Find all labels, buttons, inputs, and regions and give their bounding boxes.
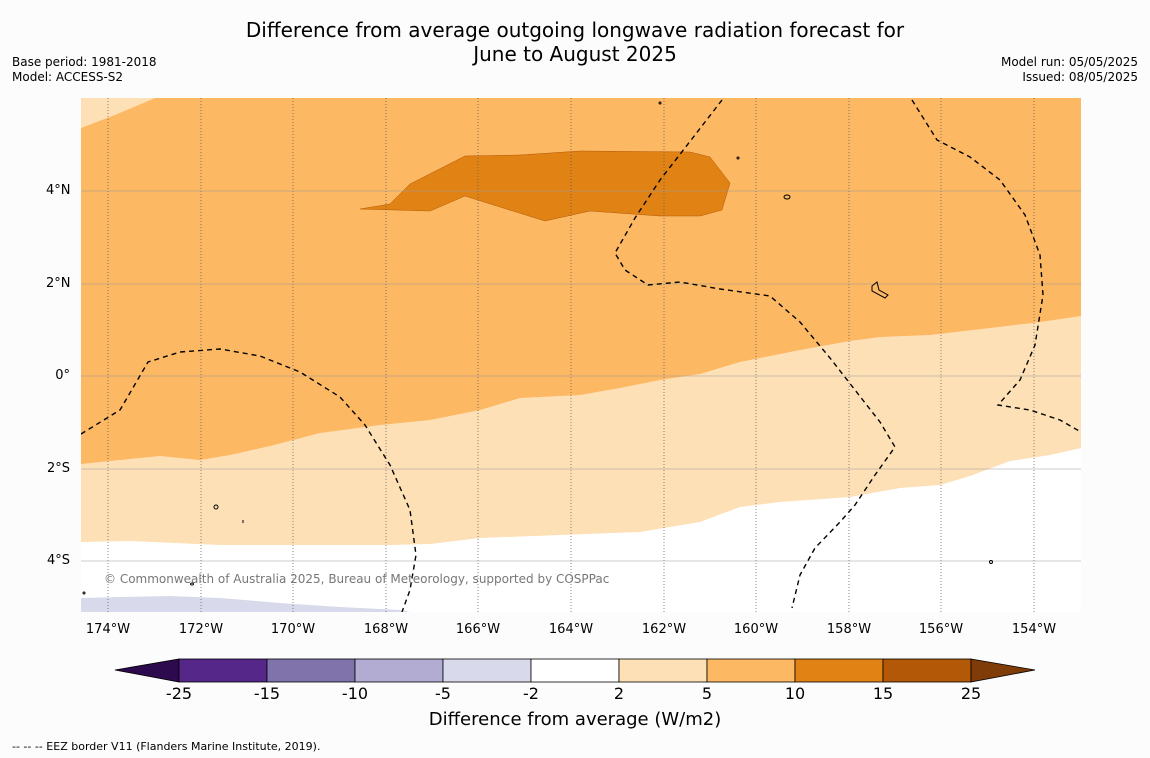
cbar-bin-5 xyxy=(530,658,620,683)
model-run: Model run: 05/05/2025 xyxy=(1000,55,1138,69)
lon-label: 156°W xyxy=(918,622,964,637)
lon-label: 170°W xyxy=(270,622,316,637)
lat-label: 4°S xyxy=(46,553,70,568)
cbar-bin-4 xyxy=(442,658,532,683)
cbar-bin-6 xyxy=(618,658,708,683)
issued-date: Issued: 08/05/2025 xyxy=(1022,70,1138,84)
lon-label: 154°W xyxy=(1011,622,1057,637)
cbar-bin-7 xyxy=(706,658,796,683)
colorbar-tick-label: 5 xyxy=(701,684,713,703)
copyright-notice: © Commonwealth of Australia 2025, Bureau… xyxy=(104,572,610,586)
cbar-extend-high xyxy=(970,658,1036,683)
colorbar-tick-label: 2 xyxy=(613,684,625,703)
lon-label: 158°W xyxy=(826,622,872,637)
islands xyxy=(82,101,993,595)
eez-borders xyxy=(81,99,1081,612)
meta-right: Model run: 05/05/2025 Issued: 08/05/2025 xyxy=(1001,55,1138,85)
band-light-purple xyxy=(81,596,410,612)
cbar-extend-low xyxy=(114,658,180,683)
title-line-2: June to August 2025 xyxy=(473,42,677,66)
lon-label: 174°W xyxy=(85,622,131,637)
title-line-1: Difference from average outgoing longwav… xyxy=(245,18,905,42)
colorbar-tick-label: 25 xyxy=(960,684,982,703)
meta-left: Base period: 1981-2018 Model: ACCESS-S2 xyxy=(12,55,157,85)
lat-gridlines xyxy=(81,190,1081,562)
lat-label: 2°N xyxy=(46,276,71,291)
lon-label: 168°W xyxy=(363,622,409,637)
lat-label: 2°S xyxy=(46,461,70,476)
lon-label: 162°W xyxy=(641,622,687,637)
colorbar-tick-label: -25 xyxy=(165,684,193,703)
eez-legend-note: -- -- -- EEZ border V11 (Flanders Marine… xyxy=(12,740,321,753)
lon-label: 172°W xyxy=(178,622,224,637)
lon-label: 166°W xyxy=(455,622,501,637)
base-period: Base period: 1981-2018 xyxy=(12,55,157,69)
cbar-bin-9 xyxy=(882,658,972,683)
colorbar-tick-label: -2 xyxy=(523,684,539,703)
model-name: Model: ACCESS-S2 xyxy=(12,70,124,84)
cbar-bin-8 xyxy=(794,658,884,683)
band-dark-orange xyxy=(359,150,731,222)
colorbar-tick-label: 15 xyxy=(872,684,894,703)
colorbar xyxy=(114,658,1036,683)
lat-label: 4°N xyxy=(46,183,71,198)
band-orange xyxy=(81,98,1081,464)
lat-label: 0° xyxy=(55,368,70,383)
cbar-bin-1 xyxy=(178,658,268,683)
colorbar-tick-label: -5 xyxy=(435,684,451,703)
colorbar-tick-label: -10 xyxy=(341,684,369,703)
colorbar-title: Difference from average (W/m2) xyxy=(428,709,722,730)
cbar-bin-2 xyxy=(266,658,356,683)
colorbar-tick-label: 10 xyxy=(784,684,806,703)
lon-label: 164°W xyxy=(548,622,594,637)
chart-title: Difference from average outgoing longwav… xyxy=(0,18,1150,66)
cbar-bin-3 xyxy=(354,658,444,683)
colorbar-tick-label: -15 xyxy=(253,684,281,703)
lon-label: 160°W xyxy=(733,622,779,637)
